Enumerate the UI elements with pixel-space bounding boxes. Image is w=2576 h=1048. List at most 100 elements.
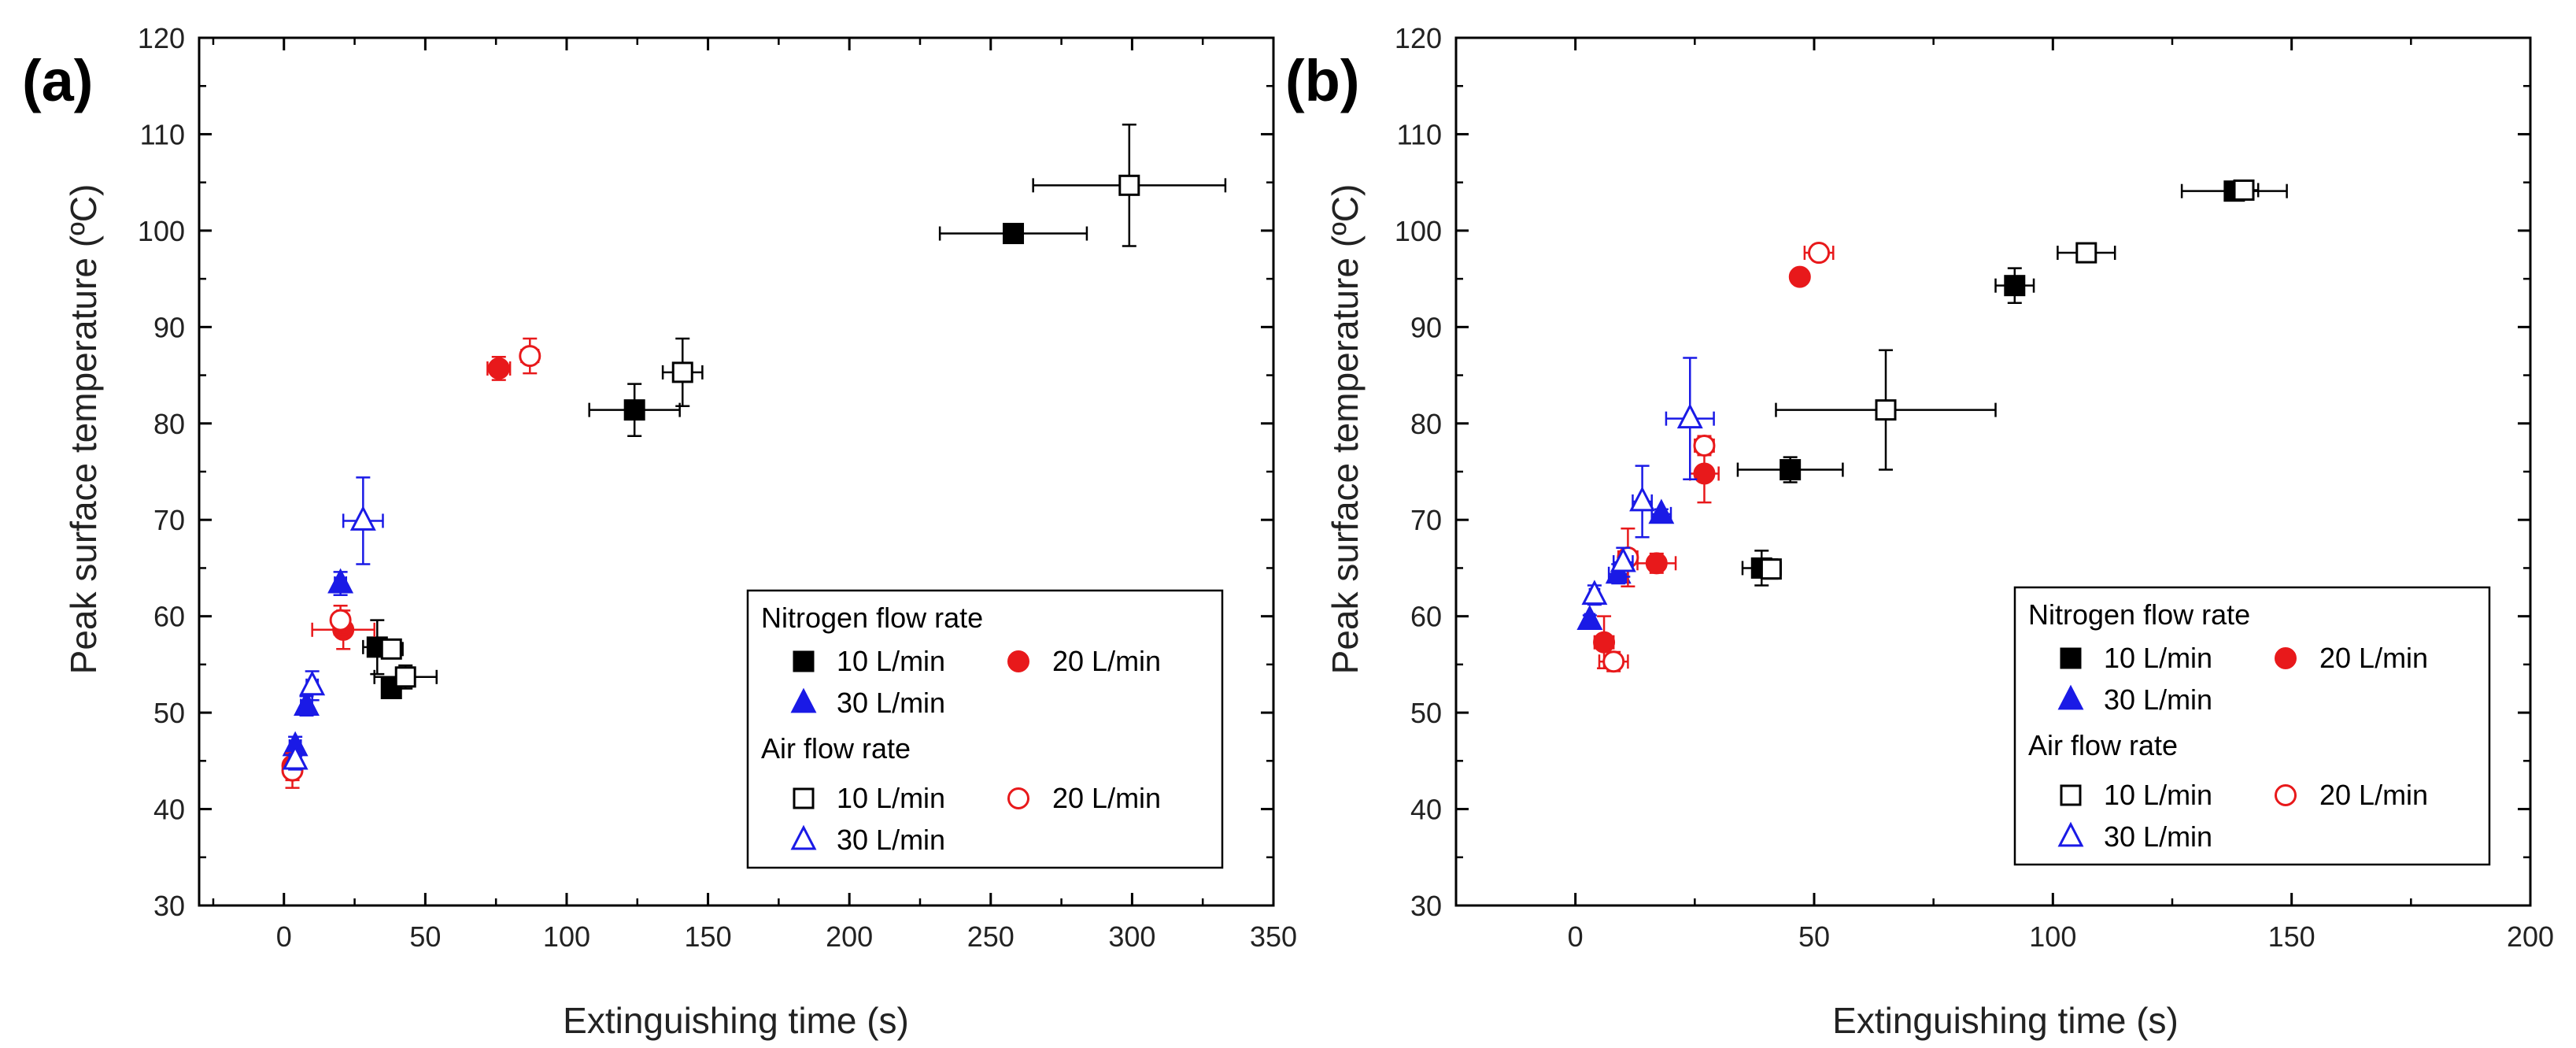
data-point <box>380 638 402 660</box>
x-axis-title: Extinguishing time (s) <box>563 1000 909 1041</box>
data-point <box>2004 275 2026 297</box>
data-point <box>294 691 320 716</box>
x-tick-label: 100 <box>543 920 590 953</box>
y-tick-label: 60 <box>153 601 185 633</box>
y-tick-label: 60 <box>1410 601 1442 633</box>
legend-symbol <box>793 787 815 809</box>
data-point <box>1602 650 1625 673</box>
series-air-10 <box>373 123 1227 690</box>
legend-entry: 10 L/min <box>793 645 945 677</box>
legend-header-nitrogen: Nitrogen flow rate <box>761 602 983 634</box>
data-point <box>1003 223 1025 245</box>
legend-symbol <box>2060 784 2082 806</box>
series-n2-30 <box>282 568 354 757</box>
legend-entry: 30 L/min <box>790 824 945 856</box>
legend-symbol <box>1007 650 1029 672</box>
legend-marker <box>793 650 815 672</box>
data-point <box>1645 552 1668 575</box>
data-point <box>1581 580 1608 605</box>
y-tick-label: 30 <box>153 890 185 922</box>
data-point <box>282 744 309 770</box>
y-tick-label: 50 <box>1410 697 1442 729</box>
panel-a: (a) Peak surface temperature (ºC) Exting… <box>22 22 1297 1041</box>
legend-marker <box>2057 821 2084 847</box>
legend-marker <box>1007 650 1029 672</box>
data-point <box>2075 242 2097 264</box>
legend-symbol <box>2060 647 2082 669</box>
panel-b: (b) Peak surface temperature (ºC) Exting… <box>1285 22 2554 1041</box>
data-point <box>1610 546 1636 572</box>
series-n2-10 <box>362 223 1088 699</box>
series-n2-20 <box>281 356 512 782</box>
y-tick-label: 100 <box>1395 215 1442 247</box>
legend-symbol <box>790 687 817 713</box>
data-point <box>1693 434 1716 457</box>
data-point <box>1118 174 1140 196</box>
data-point <box>1629 486 1656 512</box>
legend: Nitrogen flow rate 10 L/min 20 L/min 30 … <box>2013 586 2491 866</box>
legend-label: 20 L/min <box>1052 645 1161 677</box>
data-point <box>487 357 510 380</box>
y-tick-label: 50 <box>153 697 185 729</box>
legend-entry: 20 L/min <box>2275 642 2428 674</box>
legend-label: 10 L/min <box>2104 642 2212 674</box>
legend-label: 30 L/min <box>2104 820 2212 853</box>
legend-symbol <box>2275 647 2297 669</box>
legend: Nitrogen flow rate 10 L/min 20 L/min 30 … <box>746 589 1224 869</box>
legend-entry: 10 L/min <box>2060 779 2212 811</box>
legend-label: 20 L/min <box>2319 779 2428 811</box>
y-tick-label: 30 <box>1410 890 1442 922</box>
legend-label: 30 L/min <box>837 687 945 719</box>
series-air-20 <box>1598 242 1835 673</box>
series-n2-30 <box>1576 498 1675 630</box>
plot-frame <box>198 36 1275 907</box>
legend-symbol <box>2057 684 2084 710</box>
series-air-10 <box>1760 179 2260 580</box>
y-tick-label: 40 <box>1410 794 1442 826</box>
y-axis-title: Peak surface temperature (ºC) <box>63 184 104 675</box>
legend-label: 10 L/min <box>2104 779 2212 811</box>
data-point <box>1875 399 1897 421</box>
data-point <box>1648 498 1675 524</box>
data-point <box>329 609 352 631</box>
data-marks <box>1576 179 2288 673</box>
legend-entry: 10 L/min <box>2060 642 2212 674</box>
legend-marker <box>2275 784 2297 806</box>
data-marks <box>281 123 1227 789</box>
legend-entry: 20 L/min <box>1007 782 1161 814</box>
data-point <box>349 505 376 531</box>
legend-symbol <box>2057 821 2084 847</box>
legend-entry: 20 L/min <box>2275 779 2428 811</box>
y-tick-label: 70 <box>1410 504 1442 536</box>
data-point <box>327 568 354 594</box>
y-tick-label: 100 <box>138 215 185 247</box>
series-air-30 <box>1581 357 1715 606</box>
legend-entry: 20 L/min <box>1007 645 1161 677</box>
data-point <box>623 399 645 421</box>
y-tick-label: 90 <box>1410 311 1442 343</box>
axis-ticks: 0 50 100 150 200 30 40 50 60 70 80 90 100 110 120 <box>1395 22 2554 953</box>
legend-marker <box>2060 647 2082 669</box>
series-air-20 <box>281 337 541 789</box>
x-tick-label: 50 <box>409 920 441 953</box>
legend-entry: 30 L/min <box>2057 820 2212 853</box>
x-tick-label: 50 <box>1798 920 1830 953</box>
legend-box <box>2013 586 2491 866</box>
x-tick-label: 150 <box>685 920 732 953</box>
x-tick-label: 200 <box>826 920 873 953</box>
legend-header-nitrogen: Nitrogen flow rate <box>2028 598 2250 631</box>
series-n2-20 <box>1593 265 1811 670</box>
data-point <box>1693 462 1716 485</box>
data-point <box>394 666 416 688</box>
y-tick-label: 110 <box>1397 118 1442 150</box>
legend-marker <box>2057 684 2084 710</box>
data-point <box>1808 242 1831 265</box>
legend-marker <box>2275 647 2297 669</box>
x-tick-label: 0 <box>276 920 292 953</box>
y-tick-label: 110 <box>140 118 185 150</box>
data-point <box>1593 631 1616 654</box>
legend-label: 10 L/min <box>837 645 945 677</box>
legend-symbol <box>2275 784 2297 806</box>
y-tick-label: 40 <box>153 794 185 826</box>
series-air-30 <box>282 476 384 771</box>
